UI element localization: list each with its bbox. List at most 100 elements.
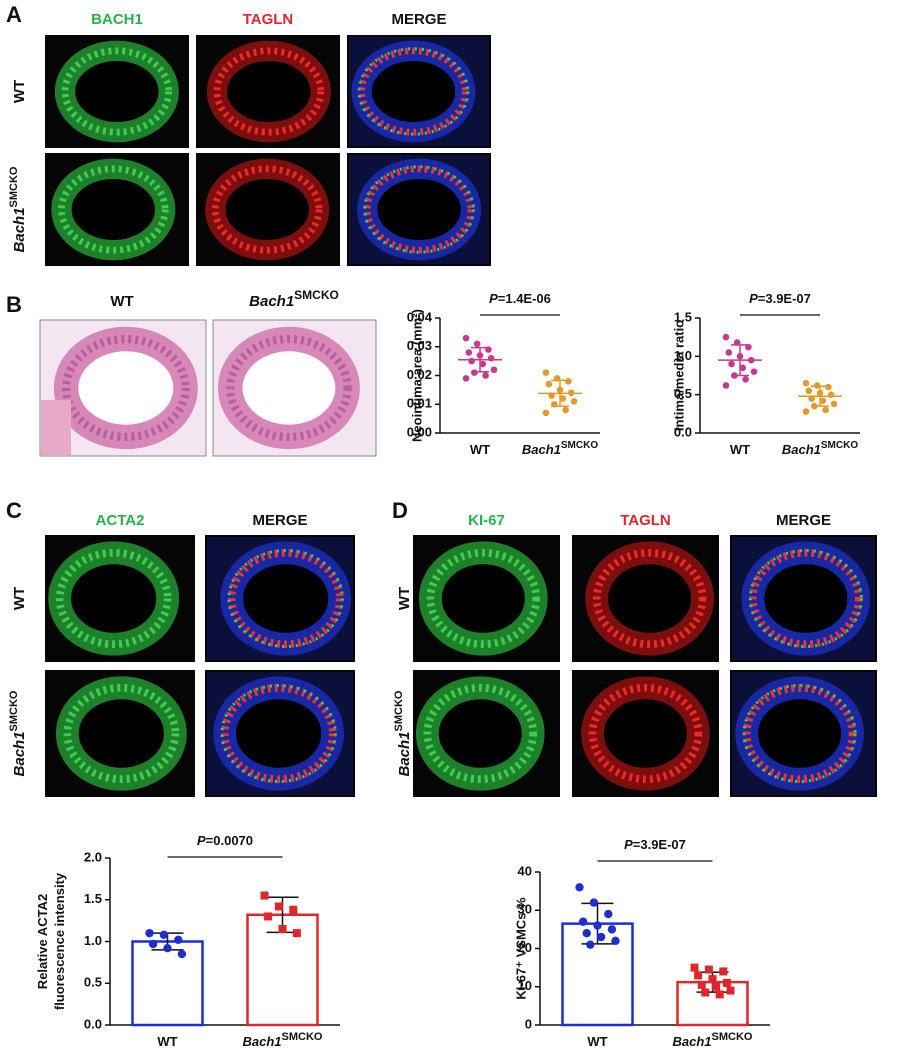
data-point — [578, 917, 588, 926]
label: WT — [396, 587, 413, 610]
data-point — [593, 921, 602, 930]
data-point — [264, 912, 273, 921]
data-point — [722, 382, 730, 389]
data-point — [802, 408, 810, 415]
data-point — [473, 340, 481, 348]
column-header: MERGE — [776, 512, 831, 529]
micrograph — [413, 535, 560, 662]
data-point — [575, 883, 584, 892]
label: WT — [11, 587, 28, 610]
data-point — [607, 925, 617, 934]
data-point — [289, 905, 298, 914]
y-tick-label: 40 — [518, 863, 532, 878]
label: WT — [587, 1034, 607, 1049]
label-base: Bach1 — [396, 731, 413, 776]
vessel-wall — [226, 334, 352, 442]
vessel-wall — [61, 47, 173, 136]
data-point — [148, 939, 158, 949]
panel-letter: A — [6, 2, 22, 27]
data-point — [596, 932, 606, 942]
data-point — [163, 943, 172, 953]
data-point — [715, 990, 724, 999]
vessel-wall — [363, 165, 476, 254]
data-point — [827, 391, 835, 398]
vessel-wall — [426, 548, 541, 649]
vessel-wall — [742, 683, 857, 784]
label-sup: SMCKO — [282, 1031, 323, 1043]
data-point — [490, 366, 498, 374]
column-header: ACTA2 — [96, 512, 145, 529]
vessel-wall — [211, 165, 323, 254]
data-point — [570, 398, 578, 405]
label: Bach1SMCKO — [243, 1031, 323, 1050]
micrograph — [196, 153, 340, 266]
data-point — [542, 409, 550, 417]
micrograph — [212, 319, 377, 457]
y-axis-label: fluorescence intensity — [52, 872, 67, 1010]
column-header: BACH1 — [91, 11, 143, 28]
data-point — [811, 402, 818, 410]
micrograph — [45, 35, 189, 148]
data-point — [719, 967, 728, 976]
annotation: P=1.4E-06 — [489, 291, 551, 306]
lumen — [604, 700, 687, 767]
label: Bach1SMCKO — [673, 1031, 753, 1050]
label-sup: SMCKO — [712, 1031, 753, 1043]
label-sup: SMCKO — [821, 440, 858, 451]
data-point — [479, 360, 487, 368]
vessel-wall — [592, 548, 707, 649]
micrograph — [45, 535, 195, 662]
y-tick-label: 0.04 — [407, 309, 433, 324]
annotation: P=3.9E-07 — [749, 291, 811, 306]
label-base: Bach1 — [522, 442, 561, 457]
data-point — [159, 930, 169, 940]
label: WT — [110, 293, 133, 310]
label-text: WT — [157, 1034, 177, 1049]
lumen — [226, 180, 308, 239]
panel-letter: D — [392, 498, 408, 523]
y-tick-label: 0.0 — [674, 424, 692, 439]
data-point — [611, 936, 620, 946]
column-header: MERGE — [391, 11, 446, 28]
label-text: WT — [396, 587, 413, 610]
lumen — [79, 700, 164, 767]
label-sup: SMCKO — [294, 288, 339, 302]
data-point — [708, 975, 717, 984]
data-point — [468, 357, 475, 365]
data-point — [278, 924, 287, 933]
y-tick-label: 0.5 — [674, 386, 692, 401]
label-text: WT — [470, 442, 490, 457]
label-base: Bach1 — [249, 293, 294, 310]
annotation: P=0.0070 — [197, 833, 253, 848]
lumen — [76, 62, 158, 121]
label-sup: SMCKO — [393, 690, 405, 731]
data-point — [733, 339, 741, 346]
lumen — [243, 565, 328, 632]
data-point — [551, 400, 558, 408]
micrograph — [45, 670, 195, 797]
label: Bach1SMCKO — [8, 690, 28, 776]
label: Bach1SMCKO — [393, 690, 413, 776]
micrograph — [39, 319, 207, 457]
micrograph — [572, 535, 719, 662]
data-point — [728, 360, 735, 368]
data-point — [177, 949, 187, 959]
y-axis-label: Relative ACTA2 — [35, 894, 50, 989]
data-point — [697, 980, 706, 989]
lumen — [438, 700, 522, 767]
label: WT — [470, 442, 490, 457]
data-point — [174, 935, 183, 945]
data-point — [830, 400, 838, 408]
micrograph — [413, 670, 560, 797]
y-tick-label: 1.0 — [674, 348, 692, 363]
data-point — [704, 965, 713, 974]
label-text: WT — [11, 80, 28, 103]
y-axis-label: Intima/media ratio — [671, 320, 686, 431]
label-sup: SMCKO — [8, 690, 20, 731]
bar — [131, 940, 204, 1027]
data-point — [712, 982, 721, 991]
data-point — [802, 379, 810, 387]
lumen — [758, 700, 841, 767]
y-axis-label: KI-67⁺ VSMCs % — [513, 897, 528, 1000]
